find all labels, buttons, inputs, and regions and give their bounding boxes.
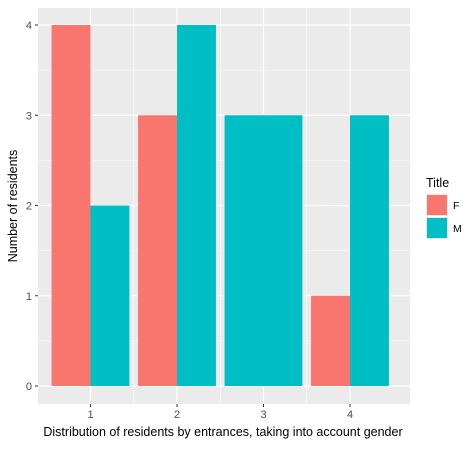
legend-label-m: M (453, 223, 462, 235)
legend-label-f: F (453, 200, 459, 212)
bar-m-1 (90, 205, 130, 386)
x-tick-label: 2 (174, 409, 180, 421)
x-axis-ticks: 1 2 3 4 (87, 404, 353, 421)
y-tick-label: 2 (26, 201, 32, 213)
bar-f-1 (51, 25, 91, 386)
x-tick-label: 4 (347, 409, 353, 421)
bar-m-4 (350, 115, 389, 386)
bar-f-2 (138, 115, 177, 386)
legend-title: Title (426, 176, 449, 190)
x-tick-label: 3 (260, 409, 266, 421)
y-tick-label: 1 (26, 291, 32, 303)
y-tick-label: 3 (26, 110, 32, 122)
bars (51, 25, 389, 386)
legend-swatch-f (427, 195, 447, 215)
bar-f-4 (311, 295, 350, 386)
y-axis-ticks: 0 1 2 3 4 (26, 20, 38, 393)
y-tick-label: 0 (26, 381, 32, 393)
legend-items: FM (426, 194, 462, 239)
bar-m-2 (177, 25, 216, 386)
bar-m-3 (224, 115, 303, 386)
y-axis-title: Number of residents (6, 150, 20, 263)
x-tick-label: 1 (87, 409, 93, 421)
legend-swatch-m (427, 218, 447, 238)
y-tick-label: 4 (26, 20, 32, 32)
x-axis-title: Distribution of residents by entrances, … (43, 425, 402, 439)
legend: Title FM (426, 176, 462, 239)
